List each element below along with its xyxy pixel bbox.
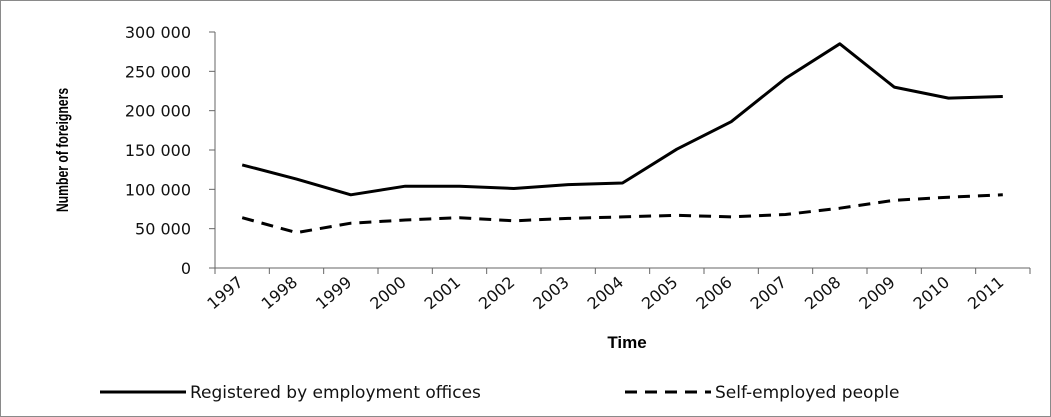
x-tick-label: 2008 [801,273,844,314]
legend-label-registered: Registered by employment offices [190,383,481,403]
x-tick-label: 2010 [910,273,953,314]
x-tick-label: 2001 [421,273,464,314]
x-tick-label: 2011 [964,273,1007,314]
x-axis: 1997 1998 1999 2000 2001 2002 2003 2004 2005 2006… [203,267,1031,314]
series-layer [241,42,1003,235]
x-tick-label: 2009 [855,273,898,314]
legend-label-self-employed: Self-employed people [715,383,899,403]
x-tick-label: 2006 [692,273,735,314]
y-tick-label: 300 000 [125,23,191,42]
x-tick-label: 1999 [312,273,355,314]
y-tick-label: 100 000 [125,180,191,199]
legend: Registered by employment offices Self-em… [100,383,899,403]
series-line-registered [241,42,1003,197]
y-tick-label: 150 000 [125,141,191,160]
x-tick-label: 2000 [366,273,409,314]
y-tick-label: 50 000 [135,220,191,239]
y-axis: 0 50 000 100 000 150 000 200 000 250 000 300 0… [125,23,216,278]
x-tick-label: 1998 [258,273,301,314]
x-tick-label: 2003 [529,273,572,314]
x-axis-title: Time [607,333,646,352]
y-tick-label: 250 000 [125,62,191,81]
y-tick-label: 0 [181,259,191,278]
series-line-self-employed [241,193,1003,235]
x-tick-label: 1997 [203,273,246,314]
x-tick-label: 2002 [475,273,518,314]
y-tick-label: 200 000 [125,102,191,121]
x-tick-label: 2005 [638,273,681,314]
y-axis-title: Number of foreigners [54,88,72,212]
x-tick-label: 2007 [747,273,790,314]
x-tick-label: 2004 [584,273,627,314]
